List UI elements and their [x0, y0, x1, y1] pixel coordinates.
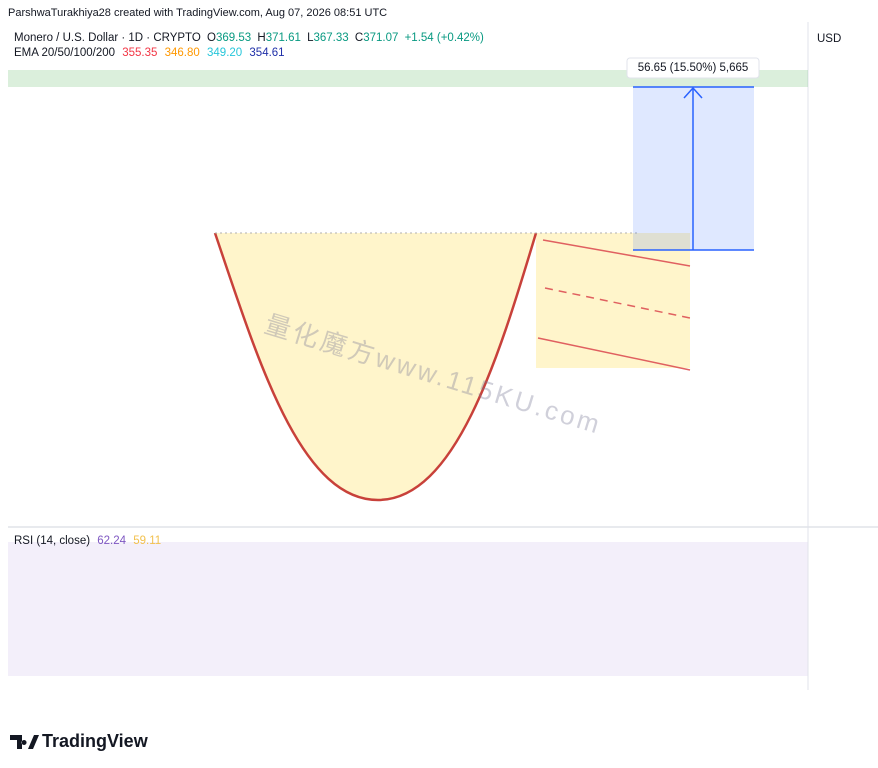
channel-mid	[544, 287, 691, 319]
ohlc-label: C	[355, 32, 363, 44]
legend-ema: EMA 20/50/100/200 355.35 346.80 349.20 3…	[14, 47, 285, 59]
open-value: 369.53	[216, 32, 251, 44]
channel-bottom	[537, 337, 691, 371]
legend-rsi: RSI (14, close) 62.24 59.11	[14, 535, 161, 547]
high-value: 371.61	[266, 32, 301, 44]
ema-value: 346.80	[165, 47, 200, 59]
legend-symbol: Monero / U.S. Dollar · 1D · CRYPTO O369.…	[14, 32, 484, 44]
rsi-title: RSI (14, close)	[14, 535, 90, 547]
attribution: ParshwaTurakhiya28 created with TradingV…	[8, 7, 387, 19]
low-value: 367.33	[313, 32, 348, 44]
rsi-ma-value: 59.11	[133, 535, 161, 547]
ohlc-label: L	[307, 32, 314, 44]
rsi-band	[8, 542, 808, 676]
ema-title: EMA 20/50/100/200	[14, 47, 115, 59]
target-zone	[8, 70, 808, 87]
measure-arrow-head	[683, 86, 703, 99]
ema-value: 355.35	[122, 47, 157, 59]
change: +1.54 (+0.42%)	[405, 32, 484, 44]
channel-top	[542, 239, 691, 267]
rsi-value: 62.24	[97, 535, 126, 547]
currency: USD	[817, 33, 841, 45]
logo-text: TradingView	[42, 731, 149, 751]
handle-area	[536, 233, 690, 368]
logo-icon	[10, 735, 39, 749]
close-value: 371.07	[363, 32, 398, 44]
cup-curve	[213, 232, 538, 502]
ema-value: 354.61	[249, 47, 284, 59]
measure-label: 56.65 (15.50%) 5,665	[638, 62, 749, 74]
ohlc-label: O	[207, 32, 216, 44]
ema-value: 349.20	[207, 47, 242, 59]
cup-area	[215, 233, 536, 500]
measure-label-box	[626, 57, 760, 79]
symbol: Monero / U.S. Dollar · 1D · CRYPTO	[14, 32, 201, 44]
ohlc-label: H	[257, 32, 265, 44]
